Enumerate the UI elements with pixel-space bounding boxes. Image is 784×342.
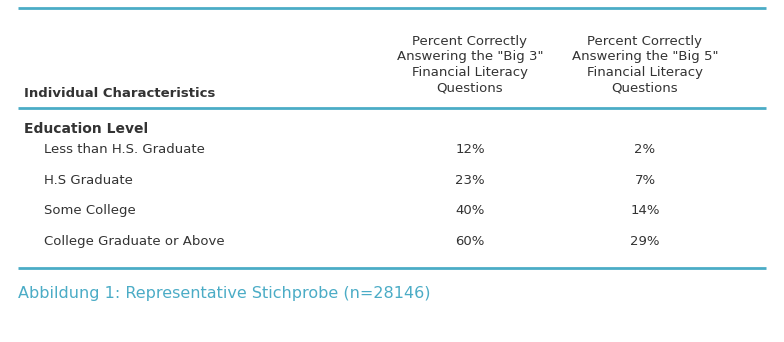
Text: 29%: 29% <box>630 235 660 248</box>
Text: Financial Literacy: Financial Literacy <box>412 66 528 79</box>
Text: 7%: 7% <box>634 173 655 186</box>
Text: Some College: Some College <box>44 204 136 217</box>
Text: 12%: 12% <box>456 143 485 156</box>
Text: 60%: 60% <box>456 235 485 248</box>
Text: Questions: Questions <box>612 81 678 94</box>
Text: 23%: 23% <box>456 173 485 186</box>
Text: Questions: Questions <box>437 81 503 94</box>
Text: Individual Characteristics: Individual Characteristics <box>24 87 216 100</box>
Text: Financial Literacy: Financial Literacy <box>587 66 703 79</box>
Text: Less than H.S. Graduate: Less than H.S. Graduate <box>44 143 205 156</box>
Text: Percent Correctly: Percent Correctly <box>412 35 528 48</box>
Text: 2%: 2% <box>634 143 655 156</box>
Text: H.S Graduate: H.S Graduate <box>44 173 132 186</box>
Text: 40%: 40% <box>456 204 485 217</box>
Text: Answering the "Big 3": Answering the "Big 3" <box>397 50 543 63</box>
Text: College Graduate or Above: College Graduate or Above <box>44 235 225 248</box>
Text: Education Level: Education Level <box>24 122 148 136</box>
Text: Answering the "Big 5": Answering the "Big 5" <box>572 50 718 63</box>
Text: Abbildung 1: Representative Stichprobe (n=28146): Abbildung 1: Representative Stichprobe (… <box>18 286 430 301</box>
Text: Percent Correctly: Percent Correctly <box>587 35 702 48</box>
Text: 14%: 14% <box>630 204 660 217</box>
